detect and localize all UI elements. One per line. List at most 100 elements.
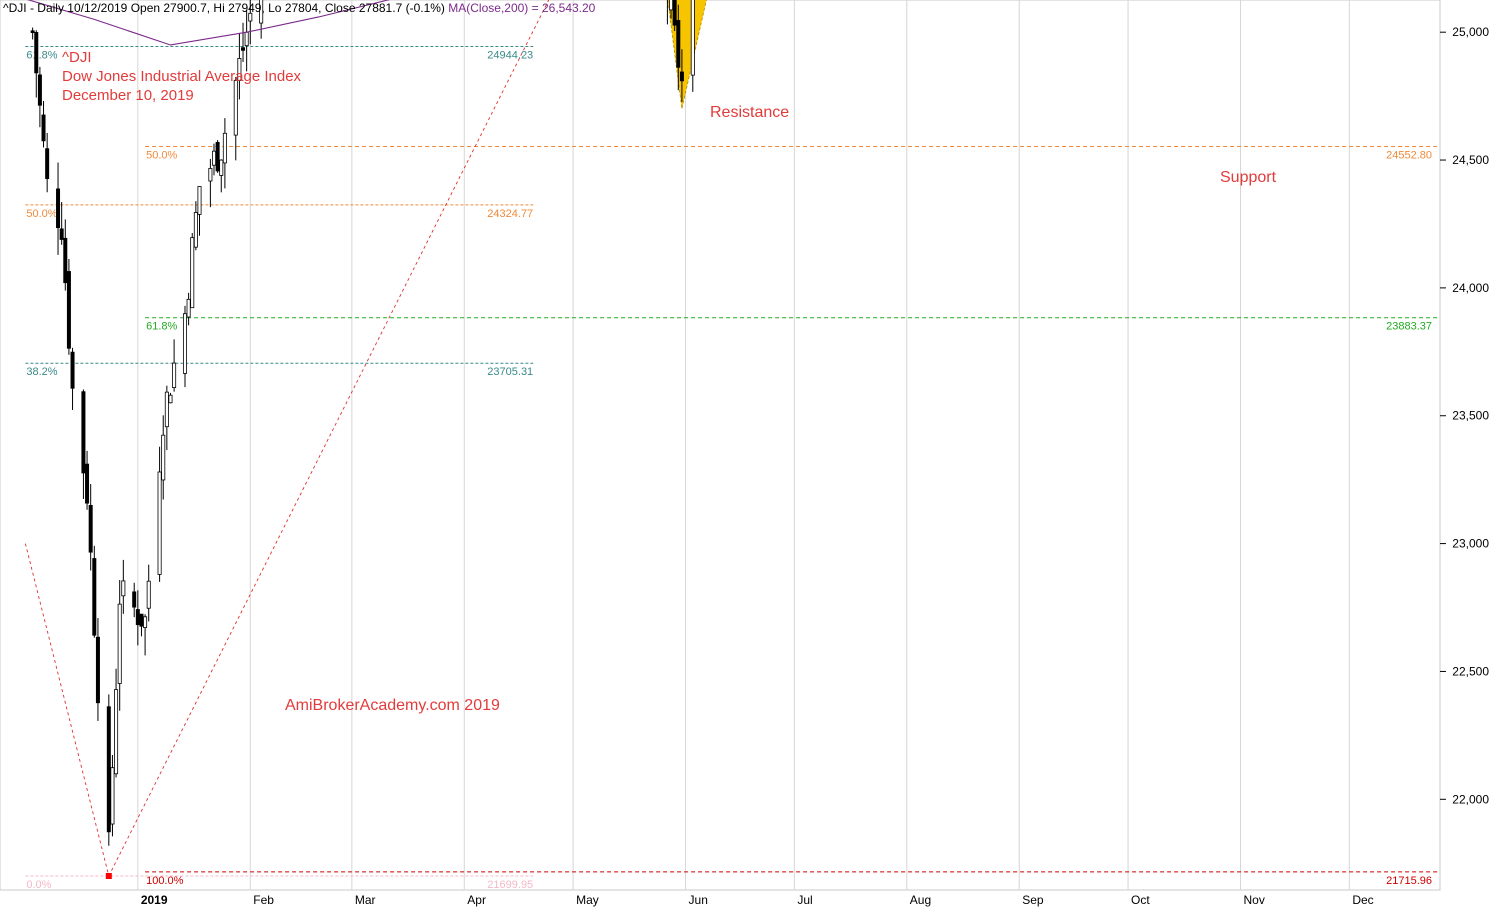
price-tick-label: 23,500 [1452,409,1489,423]
level-value: 24552.80 [1386,150,1432,162]
candle-body [81,391,86,474]
candle-body [172,362,177,388]
candle-body [41,114,46,142]
candle-body [672,0,677,26]
candle-body [676,20,681,68]
candle-body [215,141,220,172]
level-value: 24944.23 [487,49,533,61]
candle-body [70,351,75,389]
chart-symbol: ^DJI [62,49,92,66]
candle-body [244,31,249,47]
candle-body [259,0,264,24]
month-label: Dec [1352,893,1373,907]
candle-body [222,132,227,164]
candle-body [135,609,140,626]
level-percent: 38.2% [26,366,57,378]
ma200-line [26,0,391,46]
month-label: Mar [355,893,376,907]
fibonacci-levels: 0.0%27389.81100.0%26949.5978.6%25826.173… [25,45,1440,891]
trend-lines [24,0,550,879]
candle-body [92,558,97,636]
candle-body [56,188,61,229]
candle-body [30,30,35,33]
candles [30,0,695,846]
candle-body [182,313,187,374]
candle-body [106,706,111,833]
price-tick-label: 24,500 [1452,153,1489,167]
candle-body [121,580,126,597]
level-percent: 50.0% [146,150,177,162]
month-gridlines: 2019 Feb Mar Apr May Jun Jul Aug Sep Oct Nov Dec [137,0,1374,907]
candle-body [63,237,68,284]
candle-body [88,505,93,553]
level-value: 23705.31 [487,366,533,378]
candle-body [241,47,246,51]
month-label: Nov [1244,893,1265,907]
candle-body [66,271,71,349]
month-label: Jul [797,893,812,907]
candle-body [212,150,217,166]
candle-body [85,463,90,504]
moving-average [26,0,391,46]
level-percent: 100.0% [146,875,184,887]
price-tick-label: 22,500 [1452,664,1489,678]
candle-body [197,186,202,215]
candle-body [95,636,100,704]
level-value: 23883.37 [1386,321,1432,333]
level-percent: 50.0% [26,208,57,220]
support-label: Support [1220,169,1277,186]
chart-header: ^DJI - Daily 10/12/2019 Open 27900.7, Hi… [3,1,596,15]
candle-body [208,168,213,182]
candle-body [143,616,148,628]
price-tick-label: 25,000 [1452,25,1489,39]
candle-body [45,148,50,179]
watermark: AmiBrokerAcademy.com 2019 [285,697,500,714]
price-tick-label: 23,000 [1452,537,1489,551]
month-label: 2019 [141,893,168,907]
level-percent: 61.8% [26,49,57,61]
candle-body [679,71,684,82]
month-label: Feb [253,893,274,907]
month-label: Apr [467,893,486,907]
candle-body [157,471,162,575]
candle-body [132,591,137,608]
candle-body [37,74,42,106]
level-value: 21715.96 [1386,875,1432,887]
candle-body [233,79,238,136]
candle-body [59,228,64,240]
level-value: 24324.77 [487,208,533,220]
candle-body [190,237,195,309]
candle-body [168,394,173,404]
candle-body [146,580,151,609]
month-label: Aug [910,893,931,907]
resistance-label: Resistance [710,104,789,121]
candle-body [34,32,39,74]
candle-body [248,12,253,22]
candle-body [193,212,198,248]
candle-body [219,159,224,176]
pivot-marker [105,873,112,879]
month-label: Oct [1131,893,1150,907]
candle-body [237,58,242,81]
price-tick-label: 24,000 [1452,281,1489,295]
candle-body [690,0,695,76]
level-value: 21699.95 [487,879,533,891]
chart-date: December 10, 2019 [62,87,194,104]
candle-body [164,391,169,428]
price-axis: 22,000 22,500 23,000 23,500 24,000 24,500 25,0… [1440,25,1489,806]
candle-body [161,434,166,481]
plot-frame [0,0,1441,891]
candle-body [114,689,119,775]
candle-body [139,613,144,627]
month-label: Sep [1022,893,1044,907]
candle-body [669,0,674,11]
candle-body [117,603,122,684]
month-label: May [576,893,599,907]
candle-body [110,767,115,825]
chart-name: Dow Jones Industrial Average Index [62,68,302,85]
month-label: Jun [689,893,708,907]
candle-body [186,298,191,318]
level-percent: 61.8% [146,321,177,333]
